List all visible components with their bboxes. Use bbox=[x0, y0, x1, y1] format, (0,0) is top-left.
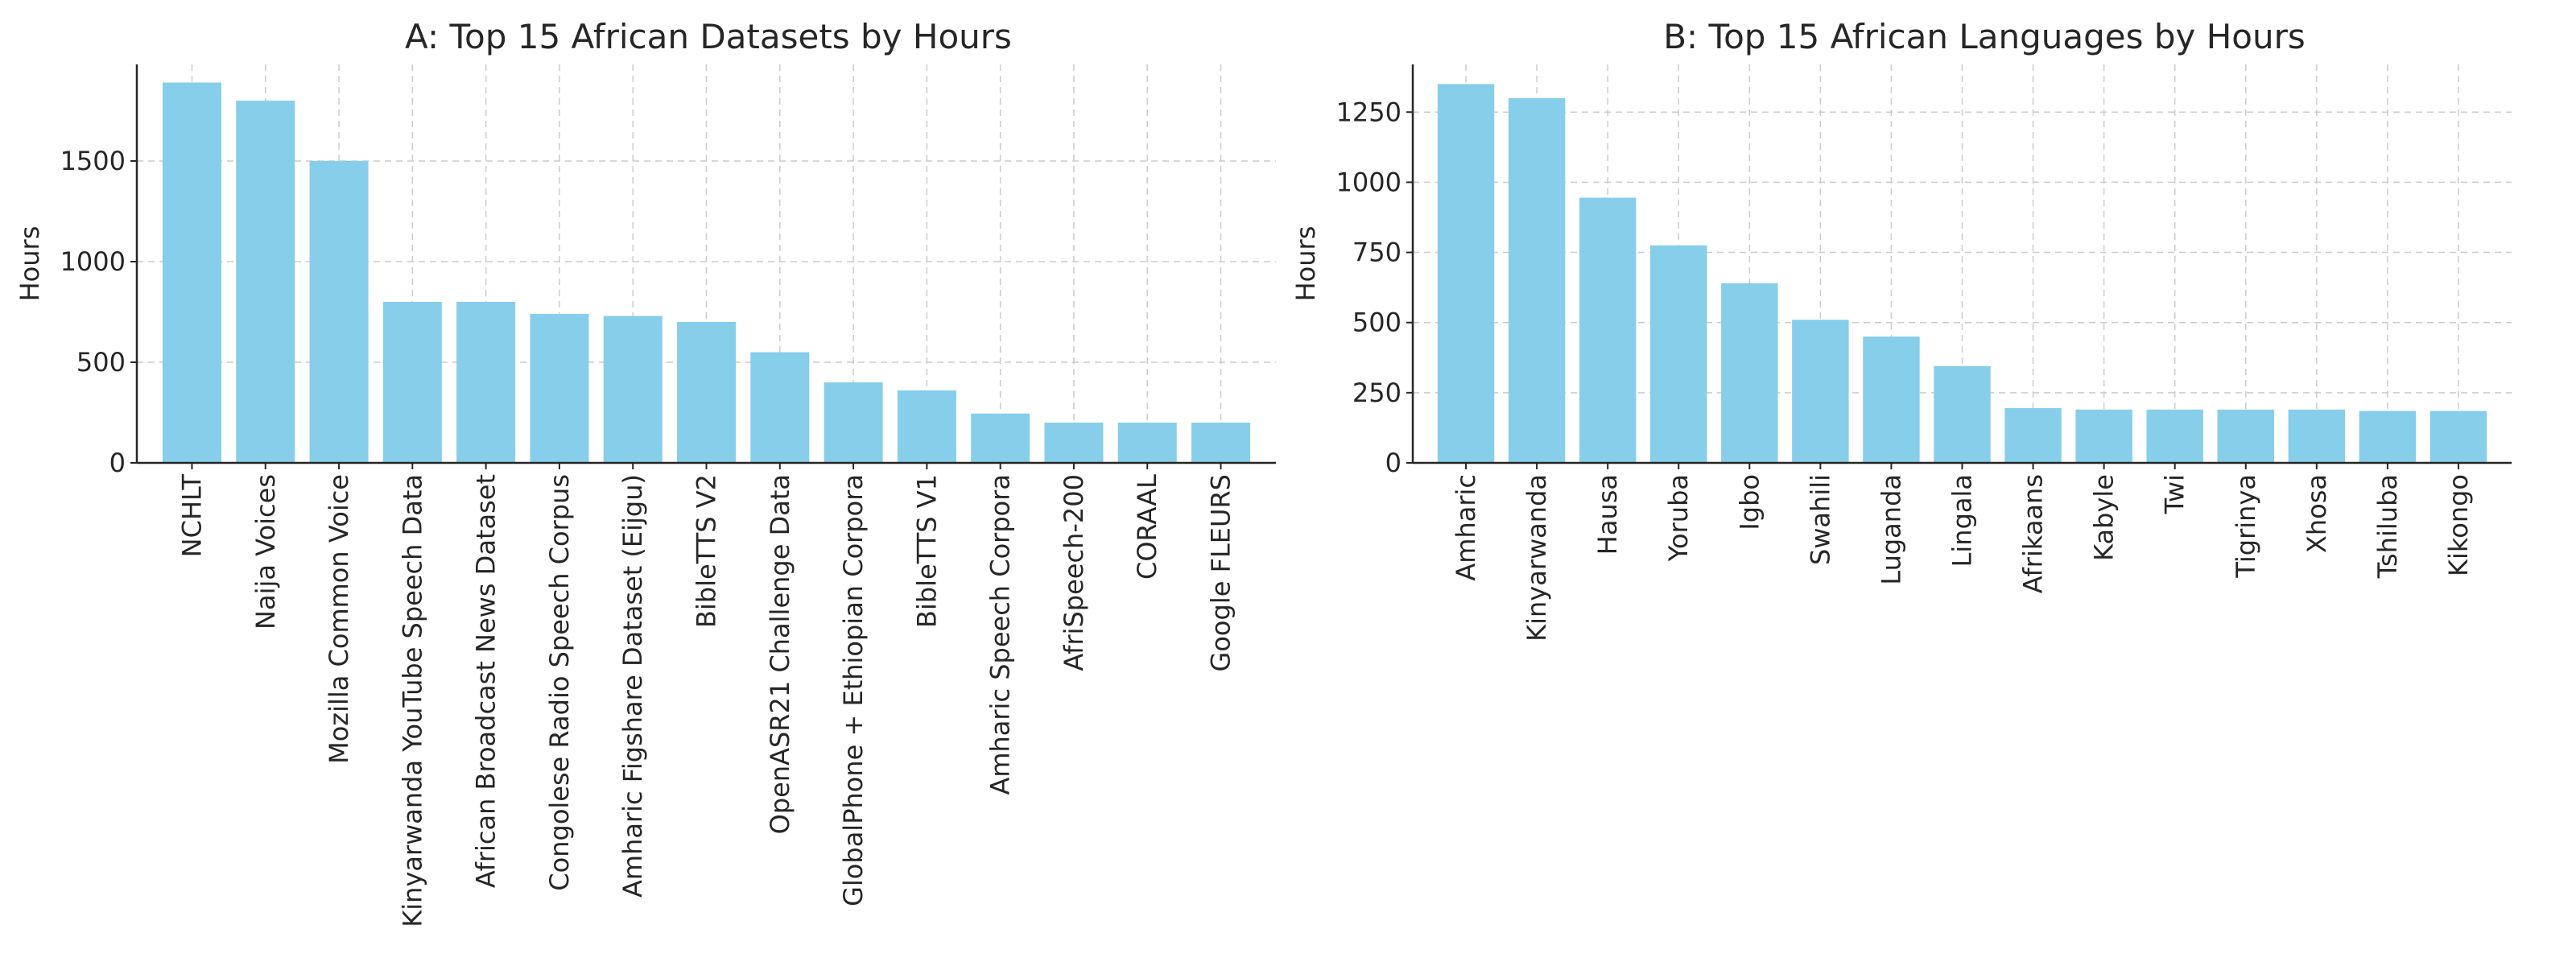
x-tick-label: Kinyarwanda YouTube Speech Data bbox=[397, 474, 427, 927]
x-tick-label: Xhosa bbox=[2301, 474, 2332, 553]
bar-15 bbox=[1191, 423, 1251, 463]
x-tick-label: African Broadcast News Dataset bbox=[471, 474, 502, 888]
y-tick-label: 1000 bbox=[60, 246, 126, 277]
y-tick-label: 1500 bbox=[60, 146, 126, 176]
bar-1 bbox=[1437, 84, 1495, 464]
bar-12 bbox=[2217, 409, 2274, 463]
bar-7 bbox=[1863, 336, 1920, 463]
x-tick-label: AfriSpeech-200 bbox=[1059, 474, 1089, 671]
x-tick-label: Lingala bbox=[1947, 474, 1978, 567]
x-tick-label: Kikongo bbox=[2443, 474, 2474, 576]
bar-4 bbox=[1650, 245, 1707, 463]
x-tick-label: Kinyarwanda bbox=[1521, 474, 1552, 642]
y-tick-label: 1000 bbox=[1336, 167, 1402, 197]
bar-5 bbox=[456, 302, 516, 463]
chart-title-b: B: Top 15 African Languages by Hours bbox=[1663, 17, 2306, 56]
bar-11 bbox=[2146, 409, 2203, 463]
bar-13 bbox=[2288, 409, 2346, 463]
x-tick-label: Tshiluba bbox=[2372, 474, 2403, 579]
bar-8 bbox=[1934, 365, 1991, 463]
x-tick-label: Amharic Figshare Dataset (Eijgu) bbox=[617, 474, 648, 898]
y-tick-label: 250 bbox=[1352, 378, 1402, 408]
y-axis-label: Hours bbox=[14, 226, 45, 302]
chart-title-a: A: Top 15 African Datasets by Hours bbox=[405, 17, 1012, 56]
bar-15 bbox=[2429, 411, 2487, 463]
x-tick-label: Amharic Speech Corpora bbox=[985, 474, 1016, 795]
y-tick-label: 0 bbox=[109, 448, 126, 478]
bar-9 bbox=[750, 352, 810, 463]
bar-14 bbox=[1117, 423, 1177, 463]
x-tick-label: Congolese Radio Speech Corpus bbox=[544, 474, 575, 891]
x-tick-label: Swahili bbox=[1805, 474, 1835, 565]
bar-5 bbox=[1721, 283, 1778, 463]
x-tick-label: Naija Voices bbox=[250, 474, 281, 630]
bar-14 bbox=[2359, 411, 2417, 463]
x-tick-label: CORAAL bbox=[1132, 474, 1162, 580]
chart-panel-b: 0 250 500 750 1000 1250 Amharic Kinyarwanda Haus… bbox=[1290, 17, 2512, 642]
y-tick-label: 500 bbox=[1352, 308, 1402, 338]
bar-8 bbox=[676, 322, 737, 463]
bar-7 bbox=[603, 316, 663, 463]
y-tick-label: 0 bbox=[1385, 448, 1402, 478]
x-tick-label: BibleTTS V1 bbox=[911, 474, 942, 628]
y-tick-label: 500 bbox=[76, 347, 126, 378]
chart-panel-a: 0 500 1000 1500 NCHLT Naija Voices Mozilla Com… bbox=[14, 17, 1276, 927]
x-tick-label: Google FLEURS bbox=[1206, 474, 1236, 671]
bar-3 bbox=[1579, 197, 1637, 463]
bar-12 bbox=[971, 413, 1030, 463]
y-tick-label: 750 bbox=[1352, 237, 1402, 268]
x-tick-label: Tigrinya bbox=[2231, 474, 2261, 579]
bar-2 bbox=[236, 101, 295, 463]
x-tick-label: Yoruba bbox=[1663, 474, 1694, 562]
x-tick-label: NCHLT bbox=[176, 474, 207, 558]
x-tick-label: Amharic bbox=[1451, 474, 1481, 581]
x-tick-label: OpenASR21 Challenge Data bbox=[765, 474, 795, 834]
y-tick-label: 1250 bbox=[1336, 97, 1402, 127]
x-tick-label: GlobalPhone + Ethiopian Corpora bbox=[838, 474, 869, 906]
bar-1 bbox=[162, 82, 221, 463]
bar-10 bbox=[2075, 409, 2132, 463]
bar-11 bbox=[897, 390, 956, 463]
x-tick-label: Mozilla Common Voice bbox=[324, 474, 354, 764]
bar-2 bbox=[1508, 97, 1566, 463]
x-tick-label: Twi bbox=[2160, 474, 2190, 514]
x-tick-label: Kabyle bbox=[2089, 474, 2120, 561]
bar-3 bbox=[309, 161, 369, 463]
x-tick-label: BibleTTS V2 bbox=[691, 474, 722, 628]
x-tick-label: Luganda bbox=[1876, 474, 1906, 585]
bar-4 bbox=[382, 302, 442, 463]
bar-6 bbox=[1792, 320, 1849, 463]
bar-9 bbox=[2004, 408, 2062, 463]
y-axis-label: Hours bbox=[1290, 226, 1321, 302]
x-tick-label: Hausa bbox=[1592, 474, 1623, 555]
x-tick-label: Igbo bbox=[1734, 474, 1765, 530]
bar-10 bbox=[824, 382, 883, 463]
x-tick-label: Afrikaans bbox=[2018, 474, 2049, 593]
bar-6 bbox=[530, 314, 589, 463]
bar-13 bbox=[1044, 423, 1104, 463]
